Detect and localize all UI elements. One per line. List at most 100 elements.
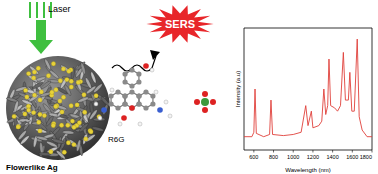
x-tick — [352, 150, 353, 153]
ag-particle — [26, 108, 30, 112]
atom-c — [136, 93, 141, 98]
petal — [84, 77, 92, 89]
atom-c — [143, 89, 148, 94]
frame-right — [372, 28, 373, 150]
laser-label: Laser — [48, 4, 71, 14]
ag-particle — [84, 137, 88, 141]
ag-particle — [54, 104, 58, 108]
laser-beam — [36, 20, 46, 40]
petal — [84, 133, 96, 143]
atom-c — [108, 93, 113, 98]
petals — [6, 58, 110, 160]
petal — [16, 120, 27, 130]
atom-o — [202, 107, 208, 113]
r6g-molecule — [94, 63, 172, 126]
atom-c — [129, 67, 134, 72]
spectrum-line — [244, 39, 372, 137]
petal — [80, 62, 87, 74]
x-tick — [293, 150, 294, 153]
ag-particle — [46, 74, 50, 78]
petal — [36, 135, 48, 141]
y-axis — [244, 28, 245, 150]
sers-label: SERS — [165, 18, 195, 30]
x-tick — [372, 150, 373, 153]
perchlorate — [194, 91, 216, 113]
x-tick-label: 1200 — [307, 154, 319, 160]
atom-o — [121, 115, 127, 121]
ag-particle — [49, 150, 53, 154]
atom-n — [101, 107, 107, 113]
x-axis-label: Wavelength (nm) — [285, 167, 330, 173]
petal — [90, 71, 97, 83]
ag-particle — [38, 129, 42, 133]
atom-h — [164, 100, 168, 104]
ag-particle — [16, 125, 20, 129]
atom-c — [122, 93, 127, 98]
ag-particle — [54, 88, 58, 92]
sers-burst — [146, 5, 213, 42]
frame-top — [244, 28, 372, 29]
atom-c — [115, 105, 120, 110]
ag-particle — [26, 71, 30, 75]
ag-particle — [83, 110, 87, 114]
ag-particle — [31, 110, 35, 114]
petal — [13, 100, 19, 112]
x-tick-label: 1800 — [360, 154, 372, 160]
petal — [60, 138, 67, 150]
ag-particle — [59, 123, 63, 127]
ag-particle — [82, 93, 86, 97]
atom-c — [150, 93, 155, 98]
atom-cl — [201, 98, 209, 106]
petal — [15, 86, 27, 93]
ag-particle — [65, 77, 69, 81]
root: LaserSERSR6GFlowerlike Ag600800100012001… — [0, 0, 378, 174]
petal — [55, 149, 66, 160]
atom-c — [129, 105, 134, 110]
substrate-label: Flowerlike Ag — [6, 163, 58, 172]
wave-arrowhead — [150, 50, 160, 60]
ag-particle — [69, 104, 73, 108]
ag-particle — [62, 150, 66, 154]
atom-h — [118, 122, 122, 126]
ag-sphere — [6, 56, 110, 160]
petal — [38, 106, 42, 118]
atom-n — [157, 107, 163, 113]
ag-particle — [42, 113, 46, 117]
atom-c — [122, 71, 127, 76]
petal — [77, 96, 89, 103]
molecule-label: R6G — [108, 135, 124, 144]
ag-particle — [23, 88, 27, 92]
ag-particle — [50, 90, 54, 94]
atom-h — [168, 114, 172, 118]
x-tick — [253, 150, 254, 153]
ag-particle — [75, 103, 79, 107]
ag-particle — [77, 121, 81, 125]
ag-particle — [26, 104, 30, 108]
atom-c — [108, 101, 113, 106]
atom-h — [150, 68, 154, 72]
atom-h — [98, 116, 102, 120]
laser-arrowhead — [29, 40, 53, 54]
y-axis-label: Intensity (a.u) — [235, 71, 241, 107]
ag-particle — [32, 76, 36, 80]
x-axis — [244, 150, 372, 151]
atom-c — [136, 101, 141, 106]
ag-particle — [88, 129, 92, 133]
petal — [76, 139, 82, 151]
x-tick — [312, 150, 313, 153]
atom-o — [129, 105, 135, 111]
atom-c — [122, 101, 127, 106]
ag-particle — [72, 125, 76, 129]
ag-particle — [58, 99, 62, 103]
atom-c — [143, 105, 148, 110]
ag-particle — [37, 120, 41, 124]
petal — [52, 139, 64, 145]
x-tick — [332, 150, 333, 153]
atom-c — [129, 83, 134, 88]
atom-o — [194, 99, 200, 105]
ag-particle — [67, 69, 71, 73]
plot-area — [244, 39, 372, 137]
ag-particle — [69, 85, 73, 89]
ag-particle — [16, 124, 20, 128]
canvas: LaserSERSR6GFlowerlike Ag600800100012001… — [0, 0, 378, 174]
